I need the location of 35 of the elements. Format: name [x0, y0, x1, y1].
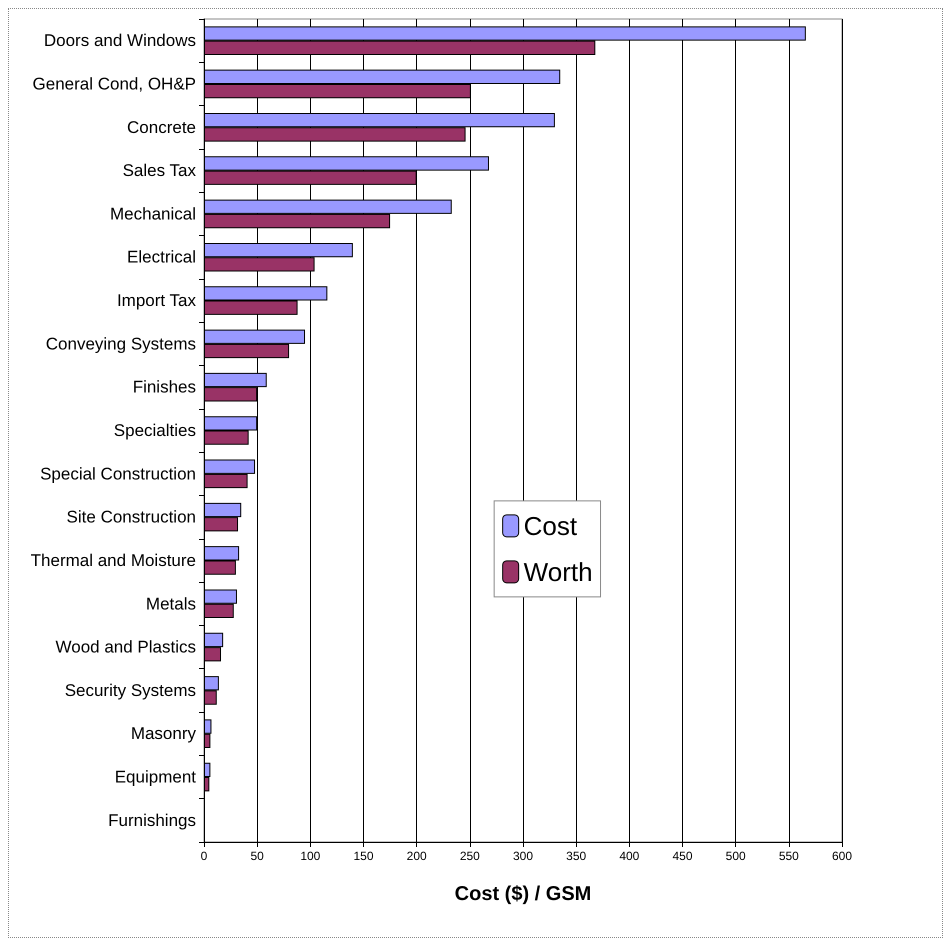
y-tick-label: Metals	[146, 594, 196, 614]
y-tick-label: Finishes	[132, 378, 196, 397]
y-tick-label: Specialties	[114, 421, 196, 440]
x-tick-label: 550	[778, 849, 800, 863]
x-tick-label: 500	[726, 849, 746, 863]
x-axis-title: Cost ($) / GSM	[454, 883, 592, 905]
x-tick-label: 200	[406, 849, 427, 863]
y-tick-label: Sales Tax	[122, 161, 196, 180]
y-tick-label: Conveying Systems	[46, 334, 196, 354]
y-tick-label: Concrete	[127, 118, 196, 137]
x-tick-label: 400	[619, 849, 640, 863]
y-tick-label: Equipment	[114, 768, 196, 787]
y-tick-label: Wood and Plastics	[56, 638, 196, 657]
x-tick-label: 50	[250, 849, 264, 863]
y-tick-label: Masonry	[130, 724, 196, 744]
x-tick-label: 0	[200, 849, 208, 863]
x-tick-label: 150	[353, 849, 374, 863]
x-tick-label: 300	[512, 849, 534, 863]
x-tick-label: 450	[672, 849, 693, 863]
y-tick-label: Import Tax	[116, 291, 196, 310]
y-tick-label: Mechanical	[110, 204, 196, 224]
y-tick-label: Electrical	[127, 248, 196, 267]
x-tick-label: 350	[566, 849, 586, 863]
legend-label: Cost	[524, 510, 578, 541]
x-tick-label: 250	[460, 849, 480, 863]
y-tick-label: Furnishings	[108, 810, 196, 830]
x-tick-label: 100	[300, 849, 321, 863]
y-tick-label: General Cond, OH&P	[32, 74, 196, 94]
x-tick-label: 600	[832, 849, 852, 863]
y-tick-label: Special Construction	[40, 464, 196, 484]
y-tick-label: Doors and Windows	[44, 31, 196, 50]
y-tick-label: Security Systems	[64, 680, 196, 700]
legend-label: Worth	[524, 556, 593, 587]
y-tick-label: Thermal and Moisture	[30, 550, 196, 570]
y-tick-label: Site Construction	[66, 508, 196, 527]
